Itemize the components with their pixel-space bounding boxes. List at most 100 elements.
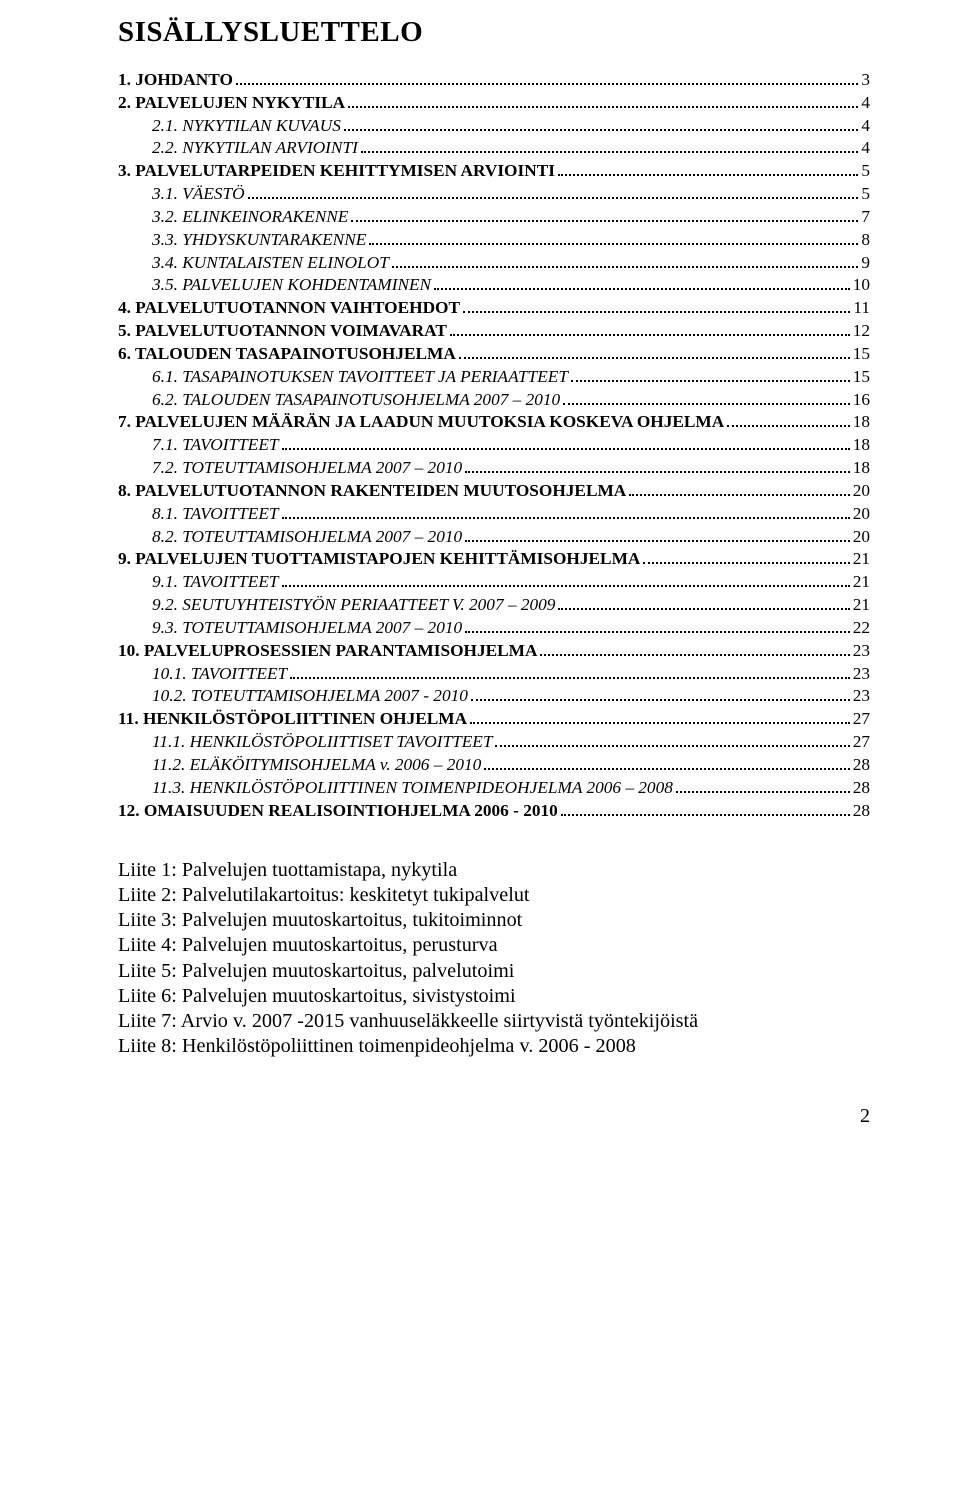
toc-row: 3.4. KUNTALAISTEN ELINOLOT 9 <box>152 252 870 275</box>
toc-leader-dots <box>571 380 850 382</box>
toc-page: 4 <box>861 137 870 160</box>
toc-label: 8. PALVELUTUOTANNON RAKENTEIDEN MUUTOSOH… <box>118 480 626 503</box>
toc-row: 12. OMAISUUDEN REALISOINTIOHJELMA 2006 -… <box>118 800 870 823</box>
attachment-line: Liite 6: Palvelujen muutoskartoitus, siv… <box>118 984 870 1009</box>
toc-page: 27 <box>853 708 870 731</box>
toc-label: 3.4. KUNTALAISTEN ELINOLOT <box>152 252 389 275</box>
toc-page: 9 <box>861 252 870 275</box>
toc-leader-dots <box>561 814 850 816</box>
toc-page: 22 <box>853 617 870 640</box>
toc-row: 10.1. TAVOITTEET23 <box>152 663 870 686</box>
toc-leader-dots <box>282 448 850 450</box>
toc-leader-dots <box>643 562 849 564</box>
toc-row: 6.1. TASAPAINOTUKSEN TAVOITTEET JA PERIA… <box>152 366 870 389</box>
toc-row: 8.1. TAVOITTEET 20 <box>152 503 870 526</box>
toc-page: 23 <box>853 640 870 663</box>
toc-leader-dots <box>563 403 850 405</box>
toc-page: 4 <box>861 92 870 115</box>
toc-page: 8 <box>861 229 870 252</box>
attachments-list: Liite 1: Palvelujen tuottamistapa, nykyt… <box>118 858 870 1058</box>
toc-leader-dots <box>459 357 850 359</box>
toc-row: 11. HENKILÖSTÖPOLIITTINEN OHJELMA27 <box>118 708 870 731</box>
toc-leader-dots <box>248 197 859 199</box>
toc-leader-dots <box>629 494 849 496</box>
page-title: SISÄLLYSLUETTELO <box>118 16 870 49</box>
toc-label: 7. PALVELUJEN MÄÄRÄN JA LAADUN MUUTOKSIA… <box>118 411 724 434</box>
toc-page: 20 <box>853 526 870 549</box>
toc-page: 10 <box>853 274 870 297</box>
toc-row: 9. PALVELUJEN TUOTTAMISTAPOJEN KEHITTÄMI… <box>118 548 870 571</box>
document-page: SISÄLLYSLUETTELO 1. JOHDANTO32. PALVELUJ… <box>0 0 960 1168</box>
attachment-line: Liite 8: Henkilöstöpoliittinen toimenpid… <box>118 1034 870 1059</box>
toc-page: 28 <box>853 800 870 823</box>
toc-page: 18 <box>853 457 870 480</box>
toc-page: 27 <box>853 731 870 754</box>
toc-row: 3.1. VÄESTÖ5 <box>152 183 870 206</box>
toc-label: 7.1. TAVOITTEET <box>152 434 279 457</box>
toc-row: 1. JOHDANTO3 <box>118 69 870 92</box>
toc-leader-dots <box>484 768 849 770</box>
toc-row: 6.2. TALOUDEN TASAPAINOTUSOHJELMA 2007 –… <box>152 389 870 412</box>
attachment-line: Liite 2: Palvelutilakartoitus: keskitety… <box>118 883 870 908</box>
toc-leader-dots <box>392 266 858 268</box>
toc-label: 3.3. YHDYSKUNTARAKENNE <box>152 229 366 252</box>
toc-label: 11.2. ELÄKÖITYMISOHJELMA v. 2006 – 2010 <box>152 754 481 777</box>
toc-page: 16 <box>853 389 870 412</box>
toc-leader-dots <box>465 471 850 473</box>
toc-leader-dots <box>434 288 850 290</box>
toc-label: 6.1. TASAPAINOTUKSEN TAVOITTEET JA PERIA… <box>152 366 568 389</box>
toc-label: 8.2. TOTEUTTAMISOHJELMA 2007 – 2010 <box>152 526 462 549</box>
toc-label: 1. JOHDANTO <box>118 69 233 92</box>
toc-row: 7. PALVELUJEN MÄÄRÄN JA LAADUN MUUTOKSIA… <box>118 411 870 434</box>
toc-page: 11 <box>853 297 870 320</box>
toc-label: 11.1. HENKILÖSTÖPOLIITTISET TAVOITTEET <box>152 731 492 754</box>
toc-leader-dots <box>361 151 859 153</box>
toc-page: 23 <box>853 685 870 708</box>
toc-page: 15 <box>853 343 870 366</box>
toc-row: 7.2. TOTEUTTAMISOHJELMA 2007 – 2010 18 <box>152 457 870 480</box>
attachment-line: Liite 7: Arvio v. 2007 -2015 vanhuuseläk… <box>118 1009 870 1034</box>
toc-label: 2.2. NYKYTILAN ARVIOINTI <box>152 137 358 160</box>
toc-page: 20 <box>853 480 870 503</box>
toc-page: 7 <box>861 206 870 229</box>
toc-leader-dots <box>495 745 849 747</box>
toc-label: 12. OMAISUUDEN REALISOINTIOHJELMA 2006 -… <box>118 800 558 823</box>
toc-page: 28 <box>853 777 870 800</box>
toc-label: 5. PALVELUTUOTANNON VOIMAVARAT <box>118 320 447 343</box>
toc-page: 23 <box>853 663 870 686</box>
toc-label: 7.2. TOTEUTTAMISOHJELMA 2007 – 2010 <box>152 457 462 480</box>
toc-row: 6. TALOUDEN TASAPAINOTUSOHJELMA 15 <box>118 343 870 366</box>
toc-label: 10. PALVELUPROSESSIEN PARANTAMISOHJELMA <box>118 640 537 663</box>
toc-page: 21 <box>853 548 870 571</box>
toc-page: 18 <box>853 434 870 457</box>
toc-leader-dots <box>540 654 849 656</box>
toc-leader-dots <box>470 722 850 724</box>
toc-label: 6. TALOUDEN TASAPAINOTUSOHJELMA <box>118 343 456 366</box>
toc-leader-dots <box>450 334 850 336</box>
toc-leader-dots <box>282 585 850 587</box>
toc-label: 8.1. TAVOITTEET <box>152 503 279 526</box>
toc-row: 3.2. ELINKEINORAKENNE7 <box>152 206 870 229</box>
toc-leader-dots <box>351 220 858 222</box>
attachment-line: Liite 1: Palvelujen tuottamistapa, nykyt… <box>118 858 870 883</box>
toc-leader-dots <box>282 517 850 519</box>
toc-page: 20 <box>853 503 870 526</box>
toc-row: 9.1. TAVOITTEET21 <box>152 571 870 594</box>
toc-leader-dots <box>369 243 858 245</box>
toc-row: 3. PALVELUTARPEIDEN KEHITTYMISEN ARVIOIN… <box>118 160 870 183</box>
attachment-line: Liite 3: Palvelujen muutoskartoitus, tuk… <box>118 908 870 933</box>
toc-row: 2.1. NYKYTILAN KUVAUS4 <box>152 115 870 138</box>
toc-row: 11.1. HENKILÖSTÖPOLIITTISET TAVOITTEET 27 <box>152 731 870 754</box>
toc-page: 21 <box>853 594 870 617</box>
page-number: 2 <box>118 1105 870 1128</box>
toc-label: 2.1. NYKYTILAN KUVAUS <box>152 115 341 138</box>
toc-row: 7.1. TAVOITTEET 18 <box>152 434 870 457</box>
toc-row: 3.5. PALVELUJEN KOHDENTAMINEN10 <box>152 274 870 297</box>
toc-label: 9. PALVELUJEN TUOTTAMISTAPOJEN KEHITTÄMI… <box>118 548 640 571</box>
toc-row: 8. PALVELUTUOTANNON RAKENTEIDEN MUUTOSOH… <box>118 480 870 503</box>
toc-leader-dots <box>727 425 850 427</box>
toc-leader-dots <box>348 106 858 108</box>
toc-leader-dots <box>465 540 850 542</box>
toc-page: 21 <box>853 571 870 594</box>
toc-label: 9.3. TOTEUTTAMISOHJELMA 2007 – 2010 <box>152 617 462 640</box>
